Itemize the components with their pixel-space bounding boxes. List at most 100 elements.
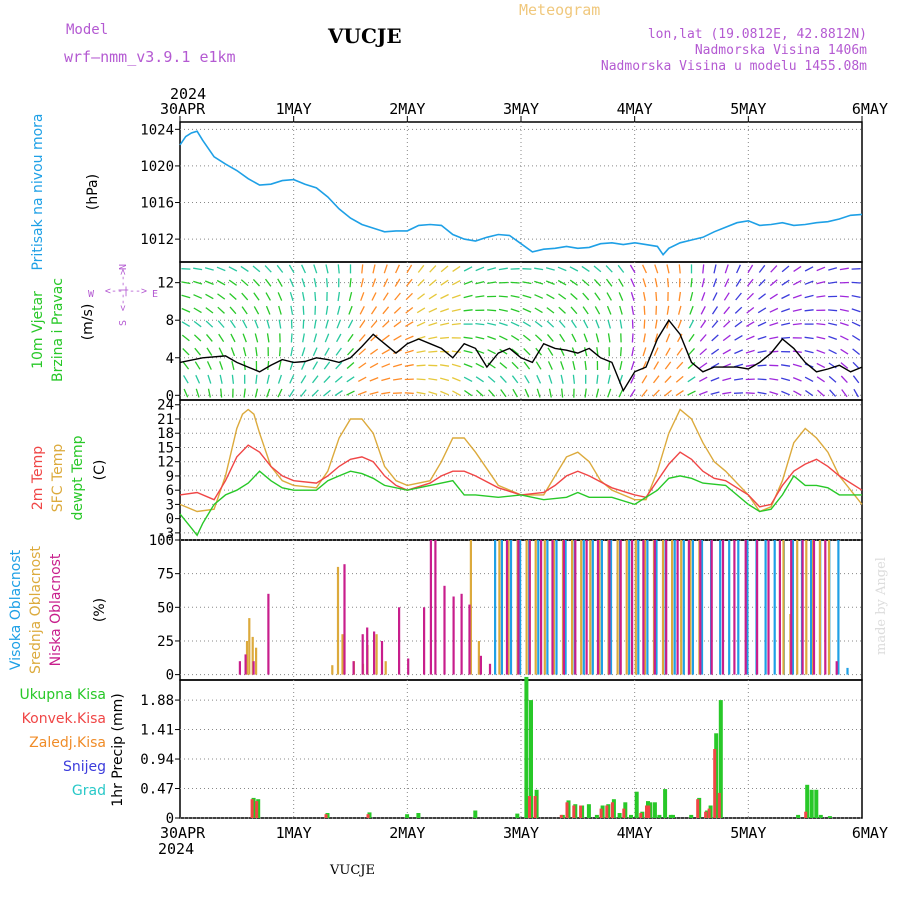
mid-cloud-bar (534, 540, 537, 675)
wind-vector (193, 334, 202, 342)
wind-vector (629, 264, 636, 274)
wind-vector (383, 264, 388, 274)
time-axis: 30APR 30APR 1MAY 1MAY 2MAY 2MAY 3MAY 3MAY 4MAY 4M… (158, 85, 888, 858)
wind-vector (734, 335, 743, 341)
wind-vector (840, 362, 849, 369)
temp-ylabel-2: SFC Temp (50, 444, 66, 513)
wind-vector (840, 348, 849, 355)
wind-vector (618, 388, 624, 398)
wind-vector (734, 306, 743, 314)
wind-vector (617, 264, 625, 273)
wind-vector (324, 333, 330, 343)
wind-vector (205, 293, 214, 300)
wind-vector (734, 363, 744, 368)
low-cloud-bar (790, 540, 793, 675)
wind-vector (757, 350, 767, 354)
wind-vector (722, 391, 732, 395)
low-cloud-bar (452, 596, 455, 675)
wind-vector (595, 333, 600, 343)
wind-vector (240, 265, 249, 272)
wind-vector (536, 388, 541, 398)
conv-precip-bar (707, 808, 711, 818)
wind-vector (406, 264, 413, 274)
high-cloud-bar (591, 540, 594, 675)
mid-cloud-bar (796, 540, 799, 675)
panel-labels: Pritisak na nivou mora (hPa) 10m Vjetar Brz… (8, 113, 158, 806)
wind-vector (595, 319, 600, 329)
wind-vector (278, 360, 282, 371)
wind-vector (439, 364, 450, 367)
wind-vector (643, 333, 646, 343)
low-cloud-bar (434, 540, 437, 675)
wind-vector (666, 264, 670, 274)
wind-vector (677, 305, 682, 315)
high-cloud-bar (582, 540, 585, 675)
wind-vector (546, 320, 555, 328)
wind-vector (699, 362, 708, 369)
conv-precip-bar (565, 802, 569, 818)
wind-vector (417, 293, 426, 300)
wind-vector (547, 361, 553, 370)
temp-ylabel-1: 2m Temp (30, 446, 46, 510)
wind-vector (583, 347, 588, 357)
high-cloud-bar (728, 540, 731, 675)
y-tick-label: 24 (157, 398, 174, 414)
wind-vector (757, 378, 767, 381)
wind-vector (851, 321, 861, 327)
wind-vector (300, 375, 307, 384)
y-tick-label: 75 (157, 567, 174, 583)
mid-cloud-bar (341, 634, 344, 675)
wind-vector (358, 334, 366, 342)
total-precip-bar (671, 814, 675, 818)
wind-vector (582, 306, 589, 315)
y-tick-label: 15 (157, 440, 174, 456)
wind-vector (546, 307, 555, 314)
time-label-top: 1MAY (276, 100, 312, 118)
wind-vector (839, 295, 849, 298)
wind-vector (428, 336, 438, 340)
wind-vector (499, 375, 507, 384)
wind-vector (381, 363, 391, 368)
wind-vector (475, 362, 485, 369)
wind-vector (370, 306, 378, 315)
conv-precip-bar (610, 802, 614, 818)
wind-vector (359, 320, 366, 329)
y-tick-label: 1020 (140, 159, 174, 175)
wind-vector (451, 376, 461, 382)
wind-vector (582, 292, 590, 301)
wind-vector (688, 319, 695, 329)
precip-unit: 1hr Precip (mm) (110, 693, 126, 806)
wind-vector (711, 334, 719, 342)
wind-vector (394, 278, 401, 287)
wind-vector (393, 320, 402, 328)
wind-unit: (m/s) (80, 304, 96, 341)
conv-precip-bar (622, 808, 626, 818)
wind-vector (664, 361, 672, 370)
wind-vector (758, 264, 766, 273)
cloud-ylabel-2: Srednja Oblacnost (28, 546, 44, 674)
wind-vector (381, 377, 391, 382)
wind-vector (325, 305, 329, 315)
wind-vector (278, 347, 281, 357)
wind-vector (417, 279, 425, 287)
wind-vector (688, 333, 695, 342)
wind-vector (369, 376, 379, 382)
header: Model wrf—nmm_v3.9.1 e1km VUCJE Meteogra… (64, 1, 867, 74)
time-label-bottom: 5MAY (730, 824, 766, 842)
high-cloud-bar (637, 540, 640, 675)
conv-precip-bar (528, 796, 531, 818)
wind-vector (596, 374, 599, 384)
wind-vector (205, 307, 214, 314)
wind-ylabel-2: Brzina i Pravac (50, 278, 66, 382)
low-cloud-bar (366, 627, 369, 675)
wind-vector (463, 280, 473, 285)
low-cloud-bar (361, 634, 364, 675)
wind-vector (357, 390, 367, 396)
wind-vector (557, 279, 567, 286)
wind-vector (393, 306, 402, 314)
wind-vector (745, 392, 755, 395)
precip-legend-item: Zaledj.Kisa (29, 735, 106, 751)
wind-vector (569, 266, 579, 272)
wind-vector (607, 333, 611, 343)
wind-vector (370, 320, 378, 328)
